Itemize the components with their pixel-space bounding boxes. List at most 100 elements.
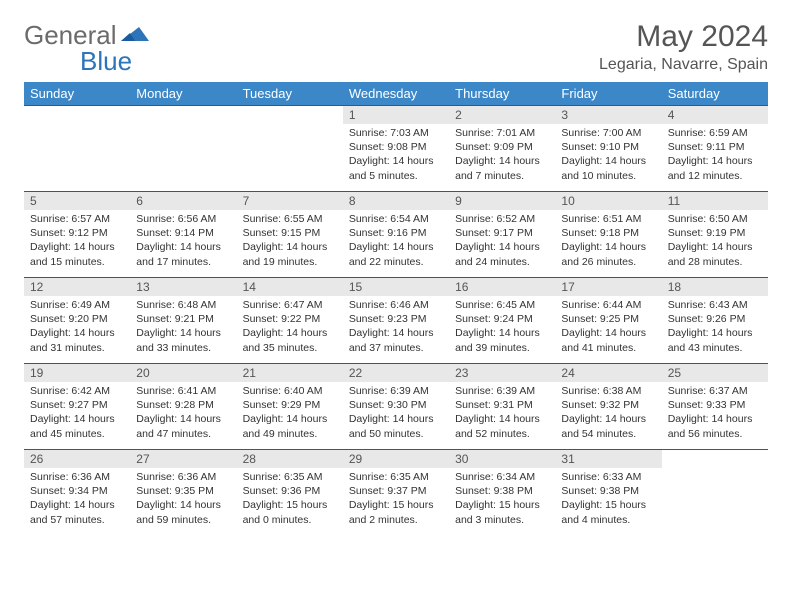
day-number: 28 — [237, 450, 343, 468]
day-number: 13 — [130, 278, 236, 296]
day-details: Sunrise: 6:45 AMSunset: 9:24 PMDaylight:… — [449, 296, 555, 359]
calendar-cell: 7Sunrise: 6:55 AMSunset: 9:15 PMDaylight… — [237, 192, 343, 278]
day-details: Sunrise: 6:36 AMSunset: 9:34 PMDaylight:… — [24, 468, 130, 531]
day-details: Sunrise: 6:33 AMSunset: 9:38 PMDaylight:… — [555, 468, 661, 531]
day-details: Sunrise: 6:35 AMSunset: 9:37 PMDaylight:… — [343, 468, 449, 531]
calendar-cell: 6Sunrise: 6:56 AMSunset: 9:14 PMDaylight… — [130, 192, 236, 278]
calendar-cell: 14Sunrise: 6:47 AMSunset: 9:22 PMDayligh… — [237, 278, 343, 364]
day-number: 27 — [130, 450, 236, 468]
calendar-cell: 31Sunrise: 6:33 AMSunset: 9:38 PMDayligh… — [555, 450, 661, 536]
calendar-row: 19Sunrise: 6:42 AMSunset: 9:27 PMDayligh… — [24, 364, 768, 450]
calendar-cell: 11Sunrise: 6:50 AMSunset: 9:19 PMDayligh… — [662, 192, 768, 278]
calendar-cell: 30Sunrise: 6:34 AMSunset: 9:38 PMDayligh… — [449, 450, 555, 536]
day-number: 4 — [662, 106, 768, 124]
day-details: Sunrise: 6:35 AMSunset: 9:36 PMDaylight:… — [237, 468, 343, 531]
brand-part2: Blue — [80, 46, 132, 77]
weekday-header: Saturday — [662, 82, 768, 106]
day-details: Sunrise: 6:57 AMSunset: 9:12 PMDaylight:… — [24, 210, 130, 273]
calendar-cell: 23Sunrise: 6:39 AMSunset: 9:31 PMDayligh… — [449, 364, 555, 450]
calendar-cell: 20Sunrise: 6:41 AMSunset: 9:28 PMDayligh… — [130, 364, 236, 450]
calendar-cell: 13Sunrise: 6:48 AMSunset: 9:21 PMDayligh… — [130, 278, 236, 364]
location-text: Legaria, Navarre, Spain — [599, 56, 768, 74]
day-number: 31 — [555, 450, 661, 468]
calendar-cell — [662, 450, 768, 536]
day-details: Sunrise: 6:39 AMSunset: 9:30 PMDaylight:… — [343, 382, 449, 445]
calendar-cell: 22Sunrise: 6:39 AMSunset: 9:30 PMDayligh… — [343, 364, 449, 450]
day-details: Sunrise: 6:52 AMSunset: 9:17 PMDaylight:… — [449, 210, 555, 273]
calendar-cell — [24, 106, 130, 192]
weekday-header: Tuesday — [237, 82, 343, 106]
calendar-cell: 21Sunrise: 6:40 AMSunset: 9:29 PMDayligh… — [237, 364, 343, 450]
calendar-body: 1Sunrise: 7:03 AMSunset: 9:08 PMDaylight… — [24, 106, 768, 536]
day-number: 2 — [449, 106, 555, 124]
calendar-header-row: SundayMondayTuesdayWednesdayThursdayFrid… — [24, 82, 768, 106]
day-number: 19 — [24, 364, 130, 382]
day-number: 20 — [130, 364, 236, 382]
calendar-table: SundayMondayTuesdayWednesdayThursdayFrid… — [24, 82, 768, 536]
calendar-row: 26Sunrise: 6:36 AMSunset: 9:34 PMDayligh… — [24, 450, 768, 536]
calendar-cell: 12Sunrise: 6:49 AMSunset: 9:20 PMDayligh… — [24, 278, 130, 364]
day-number: 9 — [449, 192, 555, 210]
day-number: 16 — [449, 278, 555, 296]
day-details: Sunrise: 6:43 AMSunset: 9:26 PMDaylight:… — [662, 296, 768, 359]
day-details: Sunrise: 6:50 AMSunset: 9:19 PMDaylight:… — [662, 210, 768, 273]
weekday-header: Monday — [130, 82, 236, 106]
day-number: 3 — [555, 106, 661, 124]
day-details: Sunrise: 6:36 AMSunset: 9:35 PMDaylight:… — [130, 468, 236, 531]
day-number: 17 — [555, 278, 661, 296]
day-details: Sunrise: 7:01 AMSunset: 9:09 PMDaylight:… — [449, 124, 555, 187]
day-number: 25 — [662, 364, 768, 382]
day-details: Sunrise: 6:39 AMSunset: 9:31 PMDaylight:… — [449, 382, 555, 445]
calendar-cell: 28Sunrise: 6:35 AMSunset: 9:36 PMDayligh… — [237, 450, 343, 536]
weekday-header: Sunday — [24, 82, 130, 106]
calendar-cell: 29Sunrise: 6:35 AMSunset: 9:37 PMDayligh… — [343, 450, 449, 536]
calendar-page: General May 2024 Legaria, Navarre, Spain… — [0, 0, 792, 556]
day-number: 6 — [130, 192, 236, 210]
calendar-cell: 15Sunrise: 6:46 AMSunset: 9:23 PMDayligh… — [343, 278, 449, 364]
day-details: Sunrise: 6:59 AMSunset: 9:11 PMDaylight:… — [662, 124, 768, 187]
calendar-cell: 27Sunrise: 6:36 AMSunset: 9:35 PMDayligh… — [130, 450, 236, 536]
calendar-cell: 18Sunrise: 6:43 AMSunset: 9:26 PMDayligh… — [662, 278, 768, 364]
weekday-header: Wednesday — [343, 82, 449, 106]
day-details: Sunrise: 6:42 AMSunset: 9:27 PMDaylight:… — [24, 382, 130, 445]
day-details: Sunrise: 6:56 AMSunset: 9:14 PMDaylight:… — [130, 210, 236, 273]
calendar-cell: 10Sunrise: 6:51 AMSunset: 9:18 PMDayligh… — [555, 192, 661, 278]
month-title: May 2024 — [599, 20, 768, 54]
day-details: Sunrise: 6:41 AMSunset: 9:28 PMDaylight:… — [130, 382, 236, 445]
calendar-cell: 17Sunrise: 6:44 AMSunset: 9:25 PMDayligh… — [555, 278, 661, 364]
calendar-cell: 5Sunrise: 6:57 AMSunset: 9:12 PMDaylight… — [24, 192, 130, 278]
calendar-row: 12Sunrise: 6:49 AMSunset: 9:20 PMDayligh… — [24, 278, 768, 364]
weekday-header: Friday — [555, 82, 661, 106]
calendar-cell: 16Sunrise: 6:45 AMSunset: 9:24 PMDayligh… — [449, 278, 555, 364]
day-number: 15 — [343, 278, 449, 296]
calendar-cell: 26Sunrise: 6:36 AMSunset: 9:34 PMDayligh… — [24, 450, 130, 536]
calendar-cell: 9Sunrise: 6:52 AMSunset: 9:17 PMDaylight… — [449, 192, 555, 278]
day-number: 18 — [662, 278, 768, 296]
day-details: Sunrise: 6:34 AMSunset: 9:38 PMDaylight:… — [449, 468, 555, 531]
day-details: Sunrise: 6:55 AMSunset: 9:15 PMDaylight:… — [237, 210, 343, 273]
title-block: May 2024 Legaria, Navarre, Spain — [599, 20, 768, 74]
calendar-cell: 2Sunrise: 7:01 AMSunset: 9:09 PMDaylight… — [449, 106, 555, 192]
calendar-cell: 3Sunrise: 7:00 AMSunset: 9:10 PMDaylight… — [555, 106, 661, 192]
calendar-cell: 25Sunrise: 6:37 AMSunset: 9:33 PMDayligh… — [662, 364, 768, 450]
calendar-cell: 19Sunrise: 6:42 AMSunset: 9:27 PMDayligh… — [24, 364, 130, 450]
calendar-cell: 4Sunrise: 6:59 AMSunset: 9:11 PMDaylight… — [662, 106, 768, 192]
day-details: Sunrise: 6:38 AMSunset: 9:32 PMDaylight:… — [555, 382, 661, 445]
calendar-cell: 8Sunrise: 6:54 AMSunset: 9:16 PMDaylight… — [343, 192, 449, 278]
day-number: 7 — [237, 192, 343, 210]
day-details: Sunrise: 6:51 AMSunset: 9:18 PMDaylight:… — [555, 210, 661, 273]
day-number: 21 — [237, 364, 343, 382]
day-number: 5 — [24, 192, 130, 210]
day-number: 30 — [449, 450, 555, 468]
day-number: 10 — [555, 192, 661, 210]
day-details: Sunrise: 6:40 AMSunset: 9:29 PMDaylight:… — [237, 382, 343, 445]
day-details: Sunrise: 6:49 AMSunset: 9:20 PMDaylight:… — [24, 296, 130, 359]
day-details: Sunrise: 6:46 AMSunset: 9:23 PMDaylight:… — [343, 296, 449, 359]
calendar-cell: 1Sunrise: 7:03 AMSunset: 9:08 PMDaylight… — [343, 106, 449, 192]
day-number: 23 — [449, 364, 555, 382]
day-details: Sunrise: 6:37 AMSunset: 9:33 PMDaylight:… — [662, 382, 768, 445]
day-number: 11 — [662, 192, 768, 210]
day-number: 8 — [343, 192, 449, 210]
calendar-row: 1Sunrise: 7:03 AMSunset: 9:08 PMDaylight… — [24, 106, 768, 192]
day-details: Sunrise: 6:47 AMSunset: 9:22 PMDaylight:… — [237, 296, 343, 359]
